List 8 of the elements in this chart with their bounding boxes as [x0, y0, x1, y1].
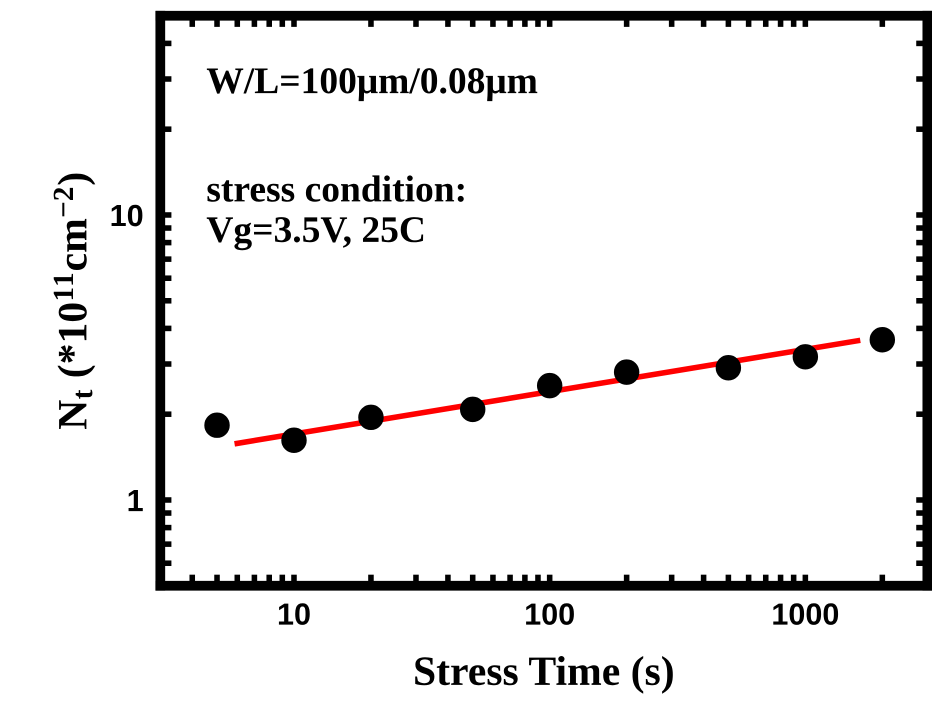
annotation: stress condition: Vg=3.5V, 25C: [206, 175, 464, 250]
x-tick-label: 10: [278, 603, 310, 625]
x-tick-label: 100: [526, 603, 574, 625]
x-axis-title: Stress Time (s): [415, 656, 673, 694]
y-axis-title: N$_{t}$ (*10$^{11}$cm$^{−2}$): [54, 174, 96, 429]
x-tick-label: 1000: [773, 603, 838, 625]
y-tick-label: 1: [128, 490, 143, 512]
annotation: W/L=100μm/0.08μm: [206, 68, 538, 102]
